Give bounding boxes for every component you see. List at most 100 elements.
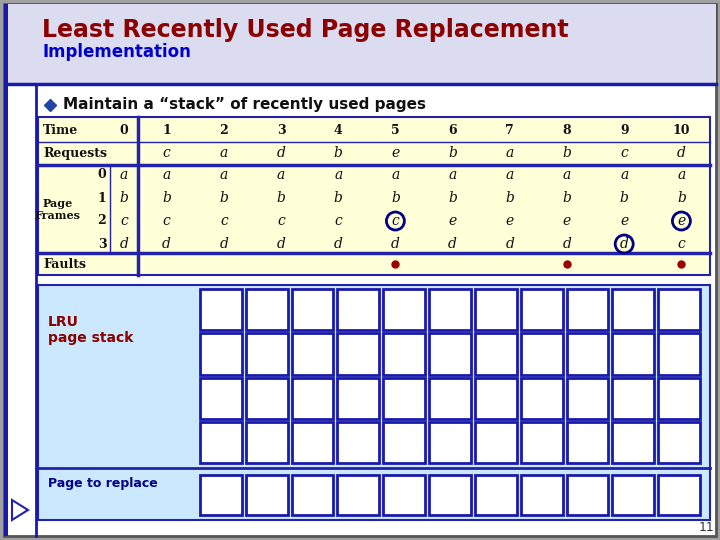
Text: 3: 3 — [276, 125, 285, 138]
Text: b: b — [334, 191, 343, 205]
Bar — [200, 289, 242, 330]
Text: a: a — [505, 168, 514, 182]
Bar — [292, 475, 333, 515]
Bar — [429, 422, 471, 463]
Text: 1: 1 — [162, 125, 171, 138]
Bar — [383, 422, 425, 463]
Text: e: e — [505, 214, 514, 228]
Text: b: b — [391, 191, 400, 205]
Text: Least Recently Used Page Replacement: Least Recently Used Page Replacement — [42, 18, 569, 42]
Text: 0: 0 — [98, 168, 107, 181]
Text: Page to replace: Page to replace — [48, 477, 158, 490]
Bar — [658, 333, 700, 375]
Text: c: c — [163, 146, 171, 160]
Bar — [613, 475, 654, 515]
Bar — [338, 289, 379, 330]
Bar — [338, 333, 379, 375]
Text: a: a — [391, 168, 400, 182]
Text: b: b — [620, 191, 629, 205]
Text: a: a — [163, 168, 171, 182]
Text: e: e — [391, 146, 400, 160]
Text: c: c — [220, 214, 228, 228]
Bar — [658, 422, 700, 463]
Text: a: a — [120, 168, 128, 182]
Text: Faults: Faults — [43, 258, 86, 271]
Bar — [521, 333, 562, 375]
Bar — [521, 377, 562, 418]
Text: b: b — [120, 191, 128, 205]
Bar — [521, 475, 562, 515]
Text: a: a — [620, 168, 629, 182]
Text: a: a — [449, 168, 456, 182]
Bar — [38, 285, 710, 520]
Bar — [658, 289, 700, 330]
Text: b: b — [448, 146, 457, 160]
Text: d: d — [276, 237, 285, 251]
Text: 7: 7 — [505, 125, 514, 138]
Text: d: d — [677, 146, 686, 160]
Bar — [613, 289, 654, 330]
Text: 3: 3 — [98, 238, 107, 251]
Text: c: c — [678, 237, 685, 251]
Bar — [4, 4, 8, 536]
Bar — [292, 289, 333, 330]
Text: 6: 6 — [449, 125, 457, 138]
Bar — [613, 377, 654, 418]
Bar — [429, 377, 471, 418]
Text: 0: 0 — [120, 125, 128, 138]
Bar — [567, 289, 608, 330]
Text: d: d — [220, 237, 228, 251]
Text: a: a — [334, 168, 342, 182]
Text: 2: 2 — [98, 214, 107, 227]
Text: a: a — [220, 146, 228, 160]
Text: b: b — [162, 191, 171, 205]
Text: c: c — [392, 214, 400, 228]
Bar — [429, 333, 471, 375]
Bar — [521, 289, 562, 330]
Text: 5: 5 — [391, 125, 400, 138]
Bar — [8, 4, 716, 84]
Bar — [292, 333, 333, 375]
Text: c: c — [163, 214, 171, 228]
Text: b: b — [334, 146, 343, 160]
Text: c: c — [334, 214, 342, 228]
Text: 1: 1 — [98, 192, 107, 205]
Text: d: d — [162, 237, 171, 251]
Text: c: c — [120, 214, 128, 228]
Text: e: e — [563, 214, 571, 228]
Text: 9: 9 — [620, 125, 629, 138]
Text: d: d — [448, 237, 457, 251]
Bar — [292, 422, 333, 463]
Bar — [4, 4, 36, 84]
Bar — [383, 333, 425, 375]
Bar — [567, 422, 608, 463]
Bar — [338, 377, 379, 418]
Text: a: a — [277, 168, 285, 182]
Text: d: d — [505, 237, 514, 251]
Text: 4: 4 — [334, 125, 343, 138]
Bar — [200, 377, 242, 418]
Bar — [383, 377, 425, 418]
Text: d: d — [562, 237, 572, 251]
Text: a: a — [563, 168, 571, 182]
Bar — [246, 377, 287, 418]
Bar — [383, 475, 425, 515]
Text: e: e — [678, 214, 685, 228]
Bar — [521, 422, 562, 463]
Bar — [658, 377, 700, 418]
Bar — [200, 333, 242, 375]
Bar — [292, 377, 333, 418]
Text: e: e — [620, 214, 629, 228]
Text: Maintain a “stack” of recently used pages: Maintain a “stack” of recently used page… — [63, 98, 426, 112]
Text: 8: 8 — [563, 125, 571, 138]
Text: a: a — [505, 146, 514, 160]
Bar — [613, 422, 654, 463]
Bar — [246, 475, 287, 515]
Bar — [246, 422, 287, 463]
Bar — [567, 475, 608, 515]
Bar — [475, 377, 517, 418]
Text: 2: 2 — [220, 125, 228, 138]
Text: d: d — [334, 237, 343, 251]
Bar — [567, 333, 608, 375]
Text: c: c — [277, 214, 285, 228]
